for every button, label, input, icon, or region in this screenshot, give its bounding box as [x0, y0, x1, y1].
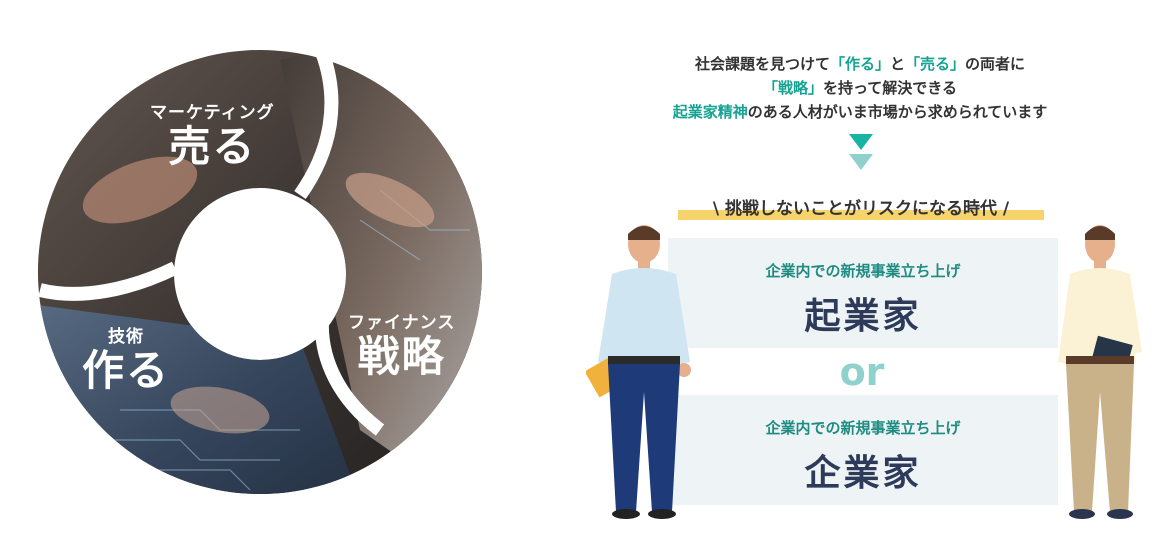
segment-strategy: ファイナンス 戦略: [348, 308, 455, 381]
pillars-ring: [37, 49, 482, 494]
intro-line-3: 起業家精神のある人材がいま市場から求められています: [600, 100, 1120, 124]
segment-sell-big: 売る: [168, 122, 257, 171]
segment-make-big: 作る: [82, 346, 171, 395]
intro-line1-hl1: 「作る」: [829, 55, 890, 73]
or-label: or: [839, 350, 885, 394]
intro-line1-prefix: 社会課題を見つけて: [694, 55, 830, 73]
option2-main: 企業家: [804, 453, 922, 494]
segment-make-small: 技術: [108, 327, 144, 347]
businessman-left-illustration: [584, 222, 696, 526]
businessman-right-illustration: [1050, 222, 1150, 526]
intro-line3-hl: 起業家精神: [672, 103, 748, 121]
intro-line1-suffix: の両者に: [965, 55, 1026, 73]
intro-line2-suffix: を持って解決できる: [823, 79, 957, 97]
option1-main: 起業家: [804, 296, 922, 337]
intro-line1-mid: と: [889, 55, 905, 73]
intro-line2-hl: 「戦略」: [763, 79, 824, 97]
three-pillars-diagram: マーケティング 売る 技術 作る ファイナンス 戦略: [0, 0, 540, 555]
option-intrapreneur: 企業内での新規事業立ち上げ 企業家: [668, 395, 1058, 505]
risk-banner: \ 挑戦しないことがリスクになる時代 /: [668, 194, 1054, 220]
segment-make: 技術 作る: [82, 322, 170, 395]
banner-text: \ 挑戦しないことがリスクになる時代 /: [712, 199, 1010, 219]
intro-line-2: 「戦略」を持って解決できる: [600, 76, 1120, 100]
segment-strategy-small: ファイナンス: [348, 313, 456, 333]
segment-strategy-big: 戦略: [357, 332, 446, 381]
intro-text: 社会課題を見つけて「作る」と「売る」の両者に 「戦略」を持って解決できる 起業家…: [600, 52, 1120, 124]
banner-highlight: [678, 210, 1044, 220]
segment-sell-small: マーケティング: [150, 103, 275, 123]
down-arrows-icon: [846, 134, 876, 178]
intro-line3-suffix: のある人材がいま市場から求められています: [747, 103, 1048, 121]
option-entrepreneur: 企業内での新規事業立ち上げ 起業家: [668, 238, 1058, 348]
option1-sub: 企業内での新規事業立ち上げ: [765, 262, 961, 280]
intro-line-1: 社会課題を見つけて「作る」と「売る」の両者に: [600, 52, 1120, 76]
option2-sub: 企業内での新規事業立ち上げ: [765, 419, 961, 437]
intro-line1-hl2: 「売る」: [905, 55, 966, 73]
segment-sell: マーケティング 売る: [150, 98, 275, 171]
